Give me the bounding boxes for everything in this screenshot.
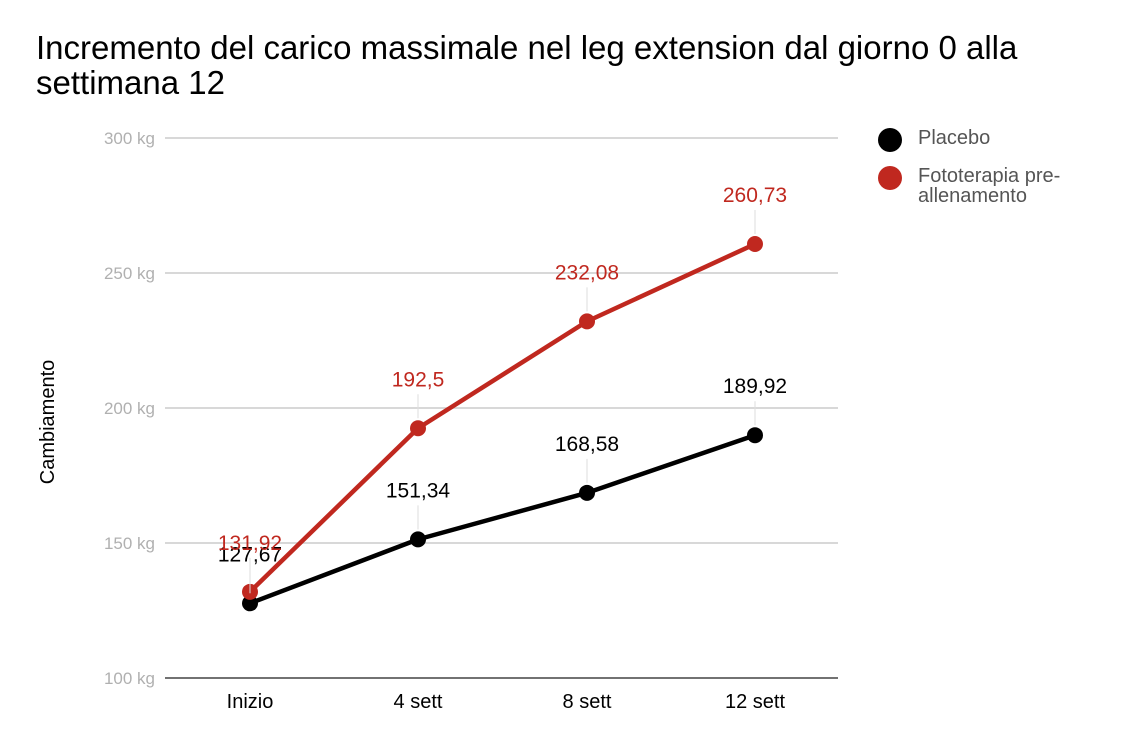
data-point-placebo	[410, 531, 426, 548]
data-point-placebo	[242, 595, 258, 612]
y-axis-label: Cambiamento	[37, 360, 59, 485]
y-axis-ticks: 100 kg 150 kg 200 kg 250 kg 300 kg	[104, 129, 155, 688]
series-lines	[242, 236, 763, 612]
data-label-fototerapia: 131,92	[218, 532, 282, 555]
data-label-placebo: 168,58	[555, 433, 619, 456]
series-line-fototerapia	[247, 241, 758, 595]
data-point-fototerapia	[579, 313, 595, 330]
y-tick-label: 100 kg	[104, 669, 155, 688]
data-label-fototerapia: 192,5	[392, 368, 445, 391]
data-label-placebo: 151,34	[386, 479, 451, 502]
x-tick-label: 12 sett	[725, 691, 785, 713]
data-point-placebo	[747, 427, 763, 444]
chart-title: Incremento del carico massimale nel leg …	[36, 29, 1018, 101]
data-label-placebo: 189,92	[723, 375, 787, 398]
legend-label-placebo: Placebo	[918, 127, 991, 149]
gridlines	[165, 137, 838, 679]
y-tick-label: 150 kg	[104, 534, 155, 553]
x-tick-label: Inizio	[227, 691, 274, 713]
data-label-fototerapia: 232,08	[555, 261, 619, 284]
legend: Placebo Fototerapia pre-allenamento	[878, 128, 1128, 220]
legend-item-fototerapia[interactable]: Fototerapia pre-allenamento	[878, 166, 1128, 206]
y-tick-label: 300 kg	[104, 129, 155, 148]
y-tick-label: 200 kg	[104, 399, 155, 418]
x-tick-label: 8 sett	[563, 691, 612, 713]
legend-label-fototerapia: Fototerapia pre-allenamento	[918, 165, 1061, 207]
y-tick-label: 250 kg	[104, 264, 155, 283]
data-label-placebo: 127,67	[218, 543, 282, 566]
legend-marker-fototerapia	[878, 166, 902, 190]
series-line-placebo	[247, 432, 758, 606]
data-labels: 127,67 151,34 168,58 189,92 131,92 192,5 232,0…	[218, 184, 787, 594]
data-point-fototerapia	[410, 420, 426, 437]
data-point-fototerapia	[747, 236, 763, 253]
legend-item-placebo[interactable]: Placebo	[878, 128, 1128, 152]
legend-marker-placebo	[878, 128, 902, 152]
data-label-fototerapia: 260,73	[723, 184, 787, 207]
data-point-placebo	[579, 484, 595, 501]
x-tick-label: 4 sett	[394, 691, 443, 713]
x-axis-ticks: Inizio 4 sett 8 sett 12 sett	[227, 691, 786, 713]
